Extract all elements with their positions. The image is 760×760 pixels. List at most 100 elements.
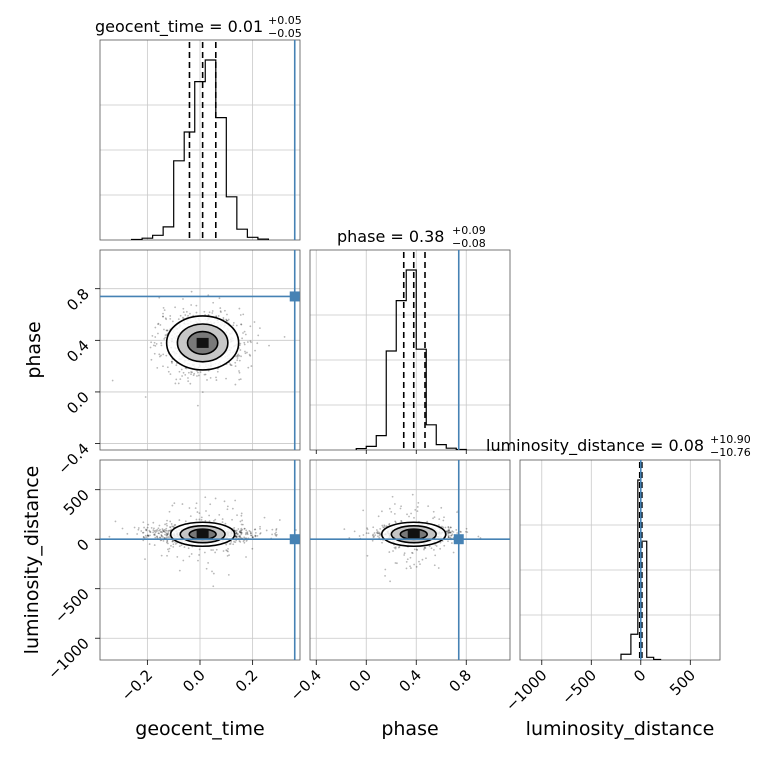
sample-point: [439, 541, 442, 544]
sample-point: [167, 532, 170, 534]
sample-point: [176, 556, 179, 558]
sample-point: [165, 534, 168, 537]
sample-point: [166, 366, 169, 369]
sample-point: [413, 548, 416, 551]
sample-point: [166, 536, 169, 539]
y-tick-label: −500: [51, 585, 93, 627]
sample-point: [183, 546, 186, 548]
sample-point: [216, 370, 219, 373]
sample-point: [242, 540, 245, 543]
sample-point: [406, 513, 408, 516]
ylabel-phase: phase: [23, 321, 45, 378]
sample-point: [447, 536, 450, 538]
sample-point: [378, 531, 381, 534]
sample-point: [449, 531, 452, 534]
sample-point: [156, 536, 158, 538]
sample-point: [388, 522, 391, 525]
sample-point: [154, 336, 157, 338]
sample-point: [162, 530, 165, 532]
sample-point: [418, 560, 420, 563]
sample-point: [384, 575, 386, 577]
sample-point: [465, 530, 467, 533]
sample-point: [443, 516, 445, 519]
sample-point: [275, 529, 278, 531]
sample-point: [181, 316, 184, 319]
sample-point: [162, 539, 165, 542]
panel-frame: [309, 249, 511, 451]
sample-point: [166, 554, 168, 557]
sample-point: [147, 535, 150, 538]
sample-point: [411, 551, 413, 554]
title-phase-plus: +0.09: [452, 224, 486, 237]
sample-point: [444, 526, 447, 529]
sample-point: [243, 343, 246, 346]
sample-point: [406, 558, 409, 561]
sample-point: [271, 533, 273, 536]
y-tick-label: −1000: [44, 634, 93, 683]
sample-point: [189, 382, 192, 385]
sample-point: [220, 311, 222, 314]
sample-point: [164, 334, 167, 337]
sample-point: [455, 529, 458, 531]
sample-point: [403, 552, 406, 555]
sample-point: [238, 530, 241, 533]
sample-point: [413, 516, 415, 519]
sample-point: [243, 330, 246, 333]
sample-point: [447, 526, 450, 529]
sample-point: [184, 314, 187, 316]
sample-point: [236, 357, 239, 359]
sample-point: [174, 382, 177, 385]
sample-point: [197, 374, 200, 377]
sample-point: [245, 556, 247, 558]
sample-point: [142, 536, 145, 539]
sample-point: [466, 531, 469, 533]
sample-point: [198, 518, 201, 521]
y-tick-label: 500: [60, 486, 93, 519]
sample-point: [236, 514, 238, 517]
title-geocent-time: geocent_time = 0.01: [95, 17, 263, 37]
sample-point: [159, 324, 162, 326]
sample-point: [259, 525, 261, 528]
sample-point: [133, 526, 136, 529]
sample-point: [375, 529, 378, 531]
sample-point: [158, 524, 161, 527]
sample-point: [447, 540, 449, 543]
sample-point: [196, 375, 198, 377]
sample-point: [241, 528, 244, 531]
sample-point: [409, 565, 411, 568]
sample-point: [233, 526, 236, 529]
sample-point: [204, 373, 207, 376]
y-tick-label: 0.8: [63, 285, 93, 315]
sample-point: [275, 531, 277, 534]
sample-point: [158, 296, 161, 299]
sample-point: [145, 529, 148, 531]
truth-marker: [453, 534, 464, 545]
sample-point: [211, 570, 213, 573]
title-geocent-time-plus: +0.05: [268, 14, 302, 27]
sample-point: [150, 526, 153, 529]
sample-point: [372, 526, 375, 529]
sample-point: [372, 536, 375, 539]
sample-point: [235, 532, 238, 535]
sample-point: [239, 536, 242, 539]
sample-point: [240, 532, 243, 535]
sample-point: [378, 537, 381, 539]
sample-point: [358, 535, 361, 537]
sample-point: [240, 512, 243, 515]
sample-point: [165, 530, 168, 532]
sample-point: [249, 340, 252, 343]
sample-point: [215, 315, 218, 317]
sample-point: [164, 336, 167, 339]
sample-point: [155, 343, 158, 345]
sample-point: [163, 328, 165, 331]
sample-point: [250, 365, 253, 367]
sample-point: [249, 354, 252, 357]
sample-point: [149, 531, 152, 534]
sample-point: [226, 555, 229, 557]
sample-point: [187, 314, 189, 317]
sample-point: [456, 511, 458, 514]
sample-point: [366, 554, 369, 557]
sample-point: [247, 366, 250, 369]
sample-point: [160, 554, 163, 557]
sample-point: [212, 572, 215, 575]
